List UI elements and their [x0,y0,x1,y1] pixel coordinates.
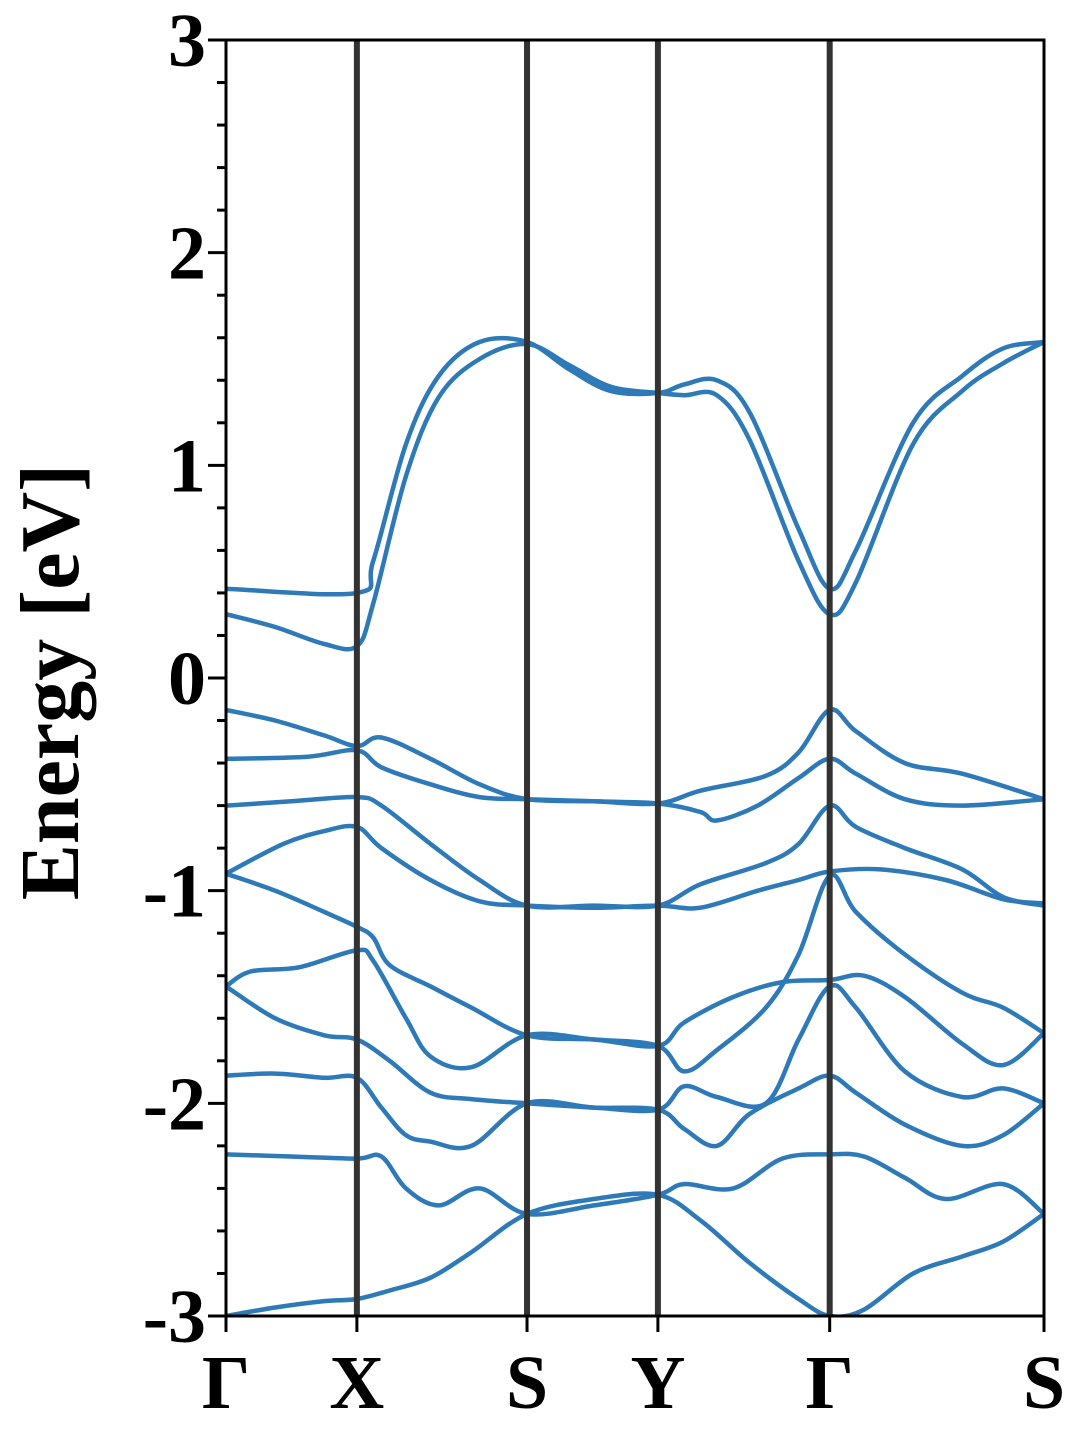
y-tick-label: -2 [143,1062,206,1146]
kpoint-lines [353,40,833,1316]
y-tick-label: 1 [168,424,206,508]
band-line-2 [226,339,1044,652]
x-tick-label: Y [630,1341,685,1425]
x-tick-label: Γ [806,1341,854,1425]
plot-frame [224,38,1046,1318]
x-tick-label: S [1023,1341,1065,1425]
band-line-12 [226,1191,1044,1316]
y-tick-label: -3 [143,1275,206,1359]
band-line-5 [226,794,1044,910]
band-line-7 [226,871,1044,1074]
band-line-4 [226,747,1044,823]
y-tick-label: 3 [168,0,206,83]
x-tick-label: X [329,1341,384,1425]
band-line-8 [226,947,1044,1071]
band-line-3 [226,707,1044,807]
band-line-1 [226,335,1044,597]
band-line-6 [226,823,1044,911]
band-line-9 [226,982,1044,1114]
y-axis-ticks: -3 -2 -1 0 1 2 3 [143,0,226,1359]
x-tick-label: Γ [202,1341,250,1425]
y-axis-label: Energy [eV] [4,464,97,900]
band-line-11 [226,1151,1044,1217]
y-tick-label: -1 [143,850,206,934]
y-tick-label: 0 [168,637,206,721]
band-lines [226,335,1044,1316]
x-tick-label: S [506,1341,548,1425]
y-tick-label: 2 [168,212,206,296]
